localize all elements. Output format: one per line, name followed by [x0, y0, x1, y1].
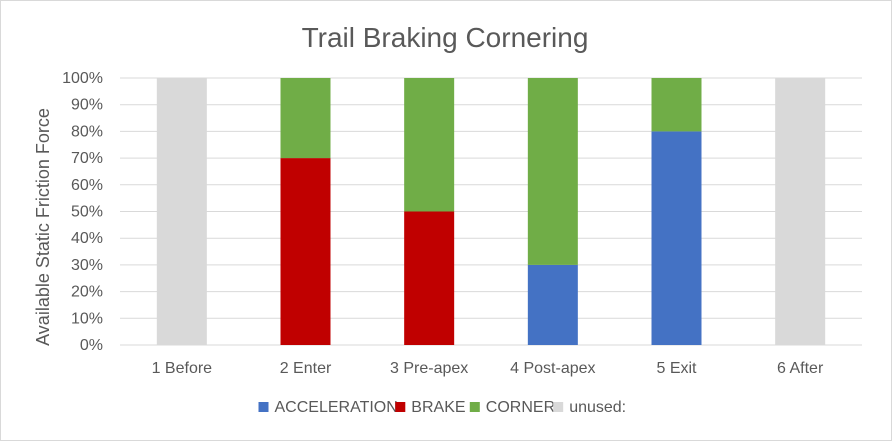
legend-label: ACCELERATION [275, 399, 398, 416]
bar-segment-corner [651, 78, 702, 132]
bar-segment-unused [156, 78, 207, 345]
y-tick-label: 40% [71, 230, 103, 247]
legend-label: CORNER [486, 399, 555, 416]
legend-swatch [469, 402, 480, 412]
bars [156, 78, 826, 345]
y-tick-label: 0% [80, 337, 103, 354]
legend-label: BRAKE [411, 399, 465, 416]
x-tick-label: 1 Before [152, 360, 213, 377]
legend-swatch [258, 402, 269, 412]
legend-swatch [395, 402, 406, 412]
legend-label: unused: [569, 399, 626, 416]
x-axis-tick-labels: 1 Before 2 Enter 3 Pre-apex 4 Post-apex 5 Ex… [152, 360, 824, 377]
y-tick-label: 10% [71, 310, 103, 327]
x-tick-label: 4 Post-apex [510, 360, 595, 377]
bar-segment-unused [775, 78, 826, 345]
bar-segment-brake [404, 211, 455, 345]
bar-segment-corner [280, 78, 331, 159]
y-tick-label: 80% [71, 123, 103, 140]
x-tick-label: 3 Pre-apex [390, 360, 468, 377]
y-tick-label: 100% [62, 70, 103, 87]
x-tick-label: 2 Enter [280, 360, 332, 377]
x-tick-label: 5 Exit [656, 360, 697, 377]
x-tick-label: 6 After [777, 360, 824, 377]
y-tick-label: 50% [71, 204, 103, 221]
bar-segment-acceleration [527, 264, 578, 345]
bar-segment-acceleration [651, 131, 702, 345]
y-axis-title: Available Static Friction Force [33, 108, 53, 346]
y-tick-label: 20% [71, 284, 103, 301]
y-tick-label: 70% [71, 150, 103, 167]
gridlines [120, 77, 862, 346]
legend: ACCELERATION BRAKE CORNER unused: [258, 399, 626, 416]
bar-segment-brake [280, 158, 331, 345]
chart-title: Trail Braking Cornering [302, 22, 589, 53]
y-tick-label: 60% [71, 177, 103, 194]
y-tick-label: 30% [71, 257, 103, 274]
bar-segment-corner [404, 78, 455, 212]
y-tick-label: 90% [71, 97, 103, 114]
legend-swatch [553, 402, 564, 412]
y-axis-tick-labels: 0% 10% 20% 30% 40% 50% 60% 70% 80% 90% 100% [62, 70, 103, 354]
bar-segment-corner [527, 78, 578, 265]
